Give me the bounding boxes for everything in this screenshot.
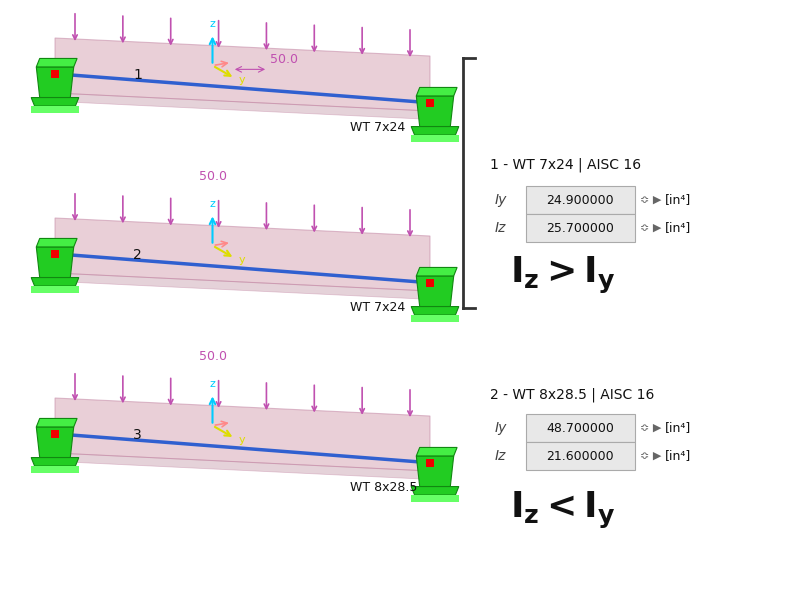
Text: y: y xyxy=(239,76,246,85)
Polygon shape xyxy=(47,453,430,479)
Text: 24.900000: 24.900000 xyxy=(546,193,614,206)
Text: 3: 3 xyxy=(133,428,142,442)
Polygon shape xyxy=(411,127,459,135)
Polygon shape xyxy=(36,247,74,278)
Polygon shape xyxy=(31,466,78,473)
Polygon shape xyxy=(416,88,457,96)
Polygon shape xyxy=(55,218,430,291)
Polygon shape xyxy=(411,495,459,502)
Polygon shape xyxy=(416,96,454,127)
Text: 50.0: 50.0 xyxy=(270,53,298,66)
Polygon shape xyxy=(416,448,457,456)
FancyBboxPatch shape xyxy=(526,186,635,214)
Text: [in⁴]: [in⁴] xyxy=(665,193,691,206)
Polygon shape xyxy=(411,135,459,142)
Polygon shape xyxy=(31,286,78,293)
Text: y: y xyxy=(239,436,246,445)
FancyBboxPatch shape xyxy=(526,214,635,242)
Text: ≎ ▶: ≎ ▶ xyxy=(640,195,662,205)
Polygon shape xyxy=(36,67,74,98)
Polygon shape xyxy=(411,487,459,495)
Text: 50.0: 50.0 xyxy=(198,170,226,183)
Polygon shape xyxy=(36,58,77,67)
Text: $\mathbf{I_z > I_y}$: $\mathbf{I_z > I_y}$ xyxy=(510,254,616,296)
Text: ≎ ▶: ≎ ▶ xyxy=(640,223,662,233)
Text: Iy: Iy xyxy=(495,421,507,435)
Polygon shape xyxy=(36,427,74,458)
Polygon shape xyxy=(55,398,430,471)
Polygon shape xyxy=(411,307,459,315)
Text: 50.0: 50.0 xyxy=(198,0,226,3)
Text: ≎ ▶: ≎ ▶ xyxy=(640,423,662,433)
Polygon shape xyxy=(36,418,77,427)
FancyBboxPatch shape xyxy=(526,442,635,470)
Text: Iy: Iy xyxy=(495,193,507,207)
Text: WT 7x24: WT 7x24 xyxy=(350,301,406,314)
Text: 2: 2 xyxy=(133,248,142,262)
Text: [in⁴]: [in⁴] xyxy=(665,421,691,434)
FancyBboxPatch shape xyxy=(526,414,635,442)
Polygon shape xyxy=(47,93,430,119)
Text: WT 7x24: WT 7x24 xyxy=(350,121,406,134)
Polygon shape xyxy=(411,315,459,322)
Text: y: y xyxy=(239,256,246,265)
Polygon shape xyxy=(31,458,78,466)
Polygon shape xyxy=(36,238,77,247)
Polygon shape xyxy=(31,98,78,106)
Text: ≎ ▶: ≎ ▶ xyxy=(640,451,662,461)
Text: $\mathbf{I_z < I_y}$: $\mathbf{I_z < I_y}$ xyxy=(510,490,616,530)
Polygon shape xyxy=(416,268,457,276)
Text: 25.700000: 25.700000 xyxy=(546,221,614,235)
Polygon shape xyxy=(47,273,430,299)
Text: [in⁴]: [in⁴] xyxy=(665,449,691,463)
Text: Iz: Iz xyxy=(495,449,506,463)
Text: z: z xyxy=(210,19,215,29)
Text: 48.700000: 48.700000 xyxy=(546,421,614,434)
Text: 21.600000: 21.600000 xyxy=(546,449,614,463)
Text: z: z xyxy=(210,199,215,209)
Polygon shape xyxy=(31,106,78,113)
Text: Iz: Iz xyxy=(495,221,506,235)
Text: 2 - WT 8x28.5 | AISC 16: 2 - WT 8x28.5 | AISC 16 xyxy=(490,388,654,402)
Polygon shape xyxy=(55,38,430,111)
Polygon shape xyxy=(416,276,454,307)
Polygon shape xyxy=(416,456,454,487)
Text: z: z xyxy=(210,379,215,389)
Text: [in⁴]: [in⁴] xyxy=(665,221,691,235)
Text: WT 8x28.5: WT 8x28.5 xyxy=(350,481,418,494)
Text: 1 - WT 7x24 | AISC 16: 1 - WT 7x24 | AISC 16 xyxy=(490,158,641,172)
Text: 50.0: 50.0 xyxy=(198,350,226,363)
Text: 1: 1 xyxy=(133,68,142,82)
Polygon shape xyxy=(31,278,78,286)
